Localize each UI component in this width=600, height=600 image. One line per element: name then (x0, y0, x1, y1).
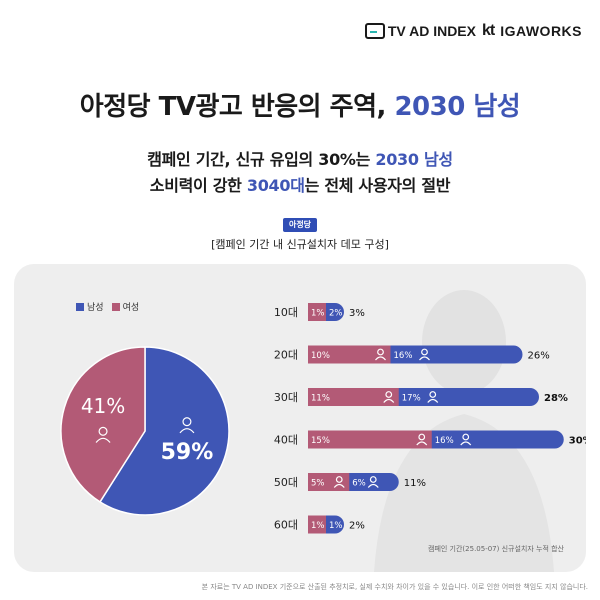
female-person-icon (95, 426, 111, 443)
chart-caption: [캠페인 기간 내 신규설치자 데모 구성] (211, 238, 389, 251)
headline: 아정당 TV광고 반응의 주역, 2030 남성 (0, 86, 600, 123)
bar-row: 60대 1% 1% 2% (274, 515, 365, 534)
bar-female (308, 345, 391, 364)
bar-female-label: 10% (311, 351, 330, 361)
bar-female-label: 15% (311, 436, 330, 446)
headline-accent: 2030 남성 (394, 92, 521, 122)
female-person-icon (383, 391, 395, 403)
bar-male-label: 16% (394, 351, 413, 361)
bar-total-label: 28% (544, 393, 568, 404)
legend-male-swatch (76, 303, 84, 311)
bar-female (308, 430, 432, 449)
subline-2: 소비력이 강한 3040대는 전체 사용자의 절반 (0, 172, 600, 196)
bar-female-label: 11% (311, 394, 330, 404)
male-person-icon (427, 391, 439, 403)
female-person-icon (333, 476, 345, 488)
age-label: 20대 (274, 349, 298, 362)
bar-row: 50대 5% 6% 11% (274, 473, 426, 491)
pie-chart: 59% 41% (60, 346, 230, 516)
age-label: 50대 (274, 476, 298, 489)
headline-main: 아정당 TV광고 반응의 주역, (79, 92, 387, 122)
male-person-icon (460, 433, 472, 446)
legend-female-swatch (111, 303, 120, 311)
bar-total-label: 26% (528, 351, 550, 362)
bar-female-label: 5% (311, 479, 325, 489)
bar-row: 40대 15% 16% 30% (274, 430, 586, 449)
legend-male-label: 남성 (87, 303, 104, 313)
female-person-icon (416, 433, 428, 446)
bar-row: 20대 10% 16% 26% (274, 345, 550, 364)
chart-panel: 남성 여성 59% 41% 10대 1% 2% 3% 20대 10% 16% 26% 30대 11%… (14, 264, 586, 572)
bar-female-label: 1% (311, 309, 325, 319)
subline-1: 캠페인 기간, 신규 유입의 30%는 2030 남성 (0, 146, 600, 170)
kt-logo: kt (481, 22, 495, 39)
bar-male-label: 17% (402, 394, 421, 404)
legend: 남성 여성 (76, 300, 139, 313)
bar-male-label: 16% (435, 436, 454, 446)
bar-total-label: 3% (349, 308, 365, 319)
pie-slice-female (60, 346, 146, 503)
legend-male: 남성 (76, 300, 104, 313)
bar-male-label: 1% (329, 521, 343, 531)
bar-female (308, 515, 326, 534)
igaworks-logo: IGAWORKS (500, 23, 582, 39)
subline-1-text: 캠페인 기간, 신규 유입의 30%는 (147, 150, 371, 169)
age-label: 10대 (274, 306, 298, 319)
bar-chart: 10대 1% 2% 3% 20대 10% 16% 26% 30대 11% 17% 28% 40대 15% 1… (274, 303, 586, 534)
pie-label-female: 41% (81, 394, 125, 418)
subline-2-post: 는 전체 사용자의 절반 (304, 176, 451, 195)
age-label: 40대 (274, 434, 298, 447)
pie-label-male: 59% (161, 440, 214, 465)
subline-1-accent: 2030 남성 (375, 150, 453, 169)
logo-row: TV AD INDEX kt IGAWORKS (364, 22, 582, 40)
age-label: 60대 (274, 519, 298, 532)
subline-2-accent: 3040대 (246, 176, 305, 195)
disclaimer: 본 자료는 TV AD INDEX 기준으로 산출된 추정치로, 실제 수치와 … (201, 583, 588, 591)
bar-total-label: 11% (404, 478, 426, 489)
pie-slice-male (98, 346, 230, 516)
bar-female (308, 388, 399, 406)
male-person-icon (419, 348, 430, 361)
bar-male-label: 2% (329, 309, 343, 319)
bar-female (308, 473, 350, 491)
tv-icon (364, 23, 385, 39)
female-person-icon (375, 348, 386, 361)
footnote: 캠페인 기간(25.05-07) 신규설치자 누적 합산 (428, 545, 564, 553)
bar-female-label: 1% (311, 521, 325, 531)
bar-total-label: 2% (349, 521, 365, 532)
legend-female: 여성 (111, 300, 140, 313)
source-tag: 아정당 (283, 218, 317, 232)
male-person-icon (367, 476, 379, 488)
bar-total-label: 30% (569, 436, 586, 447)
bar-row: 30대 11% 17% 28% (274, 388, 568, 406)
person-silhouette-icon (374, 290, 554, 572)
subline-2-pre: 소비력이 강한 (149, 176, 242, 195)
legend-female-label: 여성 (122, 303, 140, 313)
tv-ad-index-logo: TV AD INDEX (364, 23, 476, 39)
male-person-icon (179, 417, 195, 434)
bar-male-label: 6% (352, 479, 366, 489)
bar-row: 10대 1% 2% 3% (274, 303, 365, 321)
age-label: 30대 (274, 391, 298, 404)
bar-female (308, 303, 326, 321)
tv-ad-index-text: TV AD INDEX (387, 23, 476, 39)
